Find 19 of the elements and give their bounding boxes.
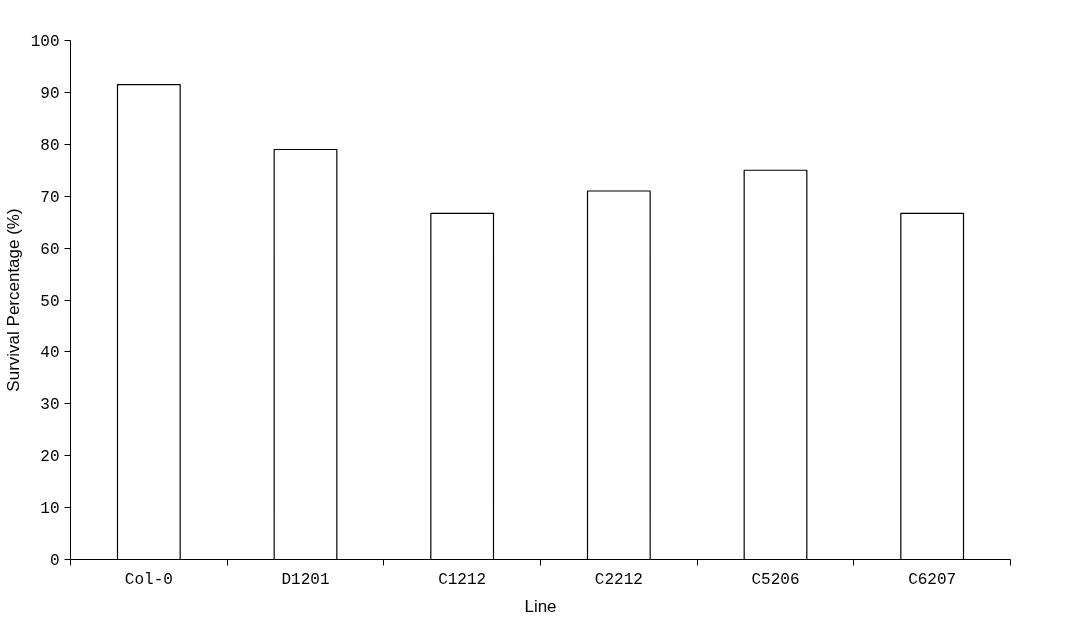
x-tick-label: C5206 bbox=[751, 570, 800, 589]
y-tick-label: 80 bbox=[40, 136, 60, 155]
y-tick-label: 40 bbox=[40, 344, 60, 363]
y-tick-label: 30 bbox=[40, 396, 60, 415]
x-tick-label: Col-0 bbox=[124, 570, 173, 589]
y-tick-label: 10 bbox=[40, 500, 60, 519]
x-tick-label: C2212 bbox=[594, 570, 643, 589]
x-tick-label: C1212 bbox=[438, 570, 487, 589]
y-axis-title: Survival Percentage (%) bbox=[3, 208, 23, 392]
y-tick-label: 100 bbox=[30, 33, 60, 51]
x-tick-label: C6207 bbox=[908, 570, 957, 589]
y-tick-label: 50 bbox=[40, 292, 60, 311]
y-tick-label: 0 bbox=[49, 552, 60, 570]
y-tick-label: 70 bbox=[40, 188, 60, 207]
x-axis-title: Line bbox=[524, 596, 557, 616]
x-tick-label: D1201 bbox=[281, 570, 330, 589]
y-tick-label: 60 bbox=[40, 240, 60, 259]
y-tick-label: 20 bbox=[40, 448, 60, 467]
y-tick-label: 90 bbox=[40, 84, 60, 103]
